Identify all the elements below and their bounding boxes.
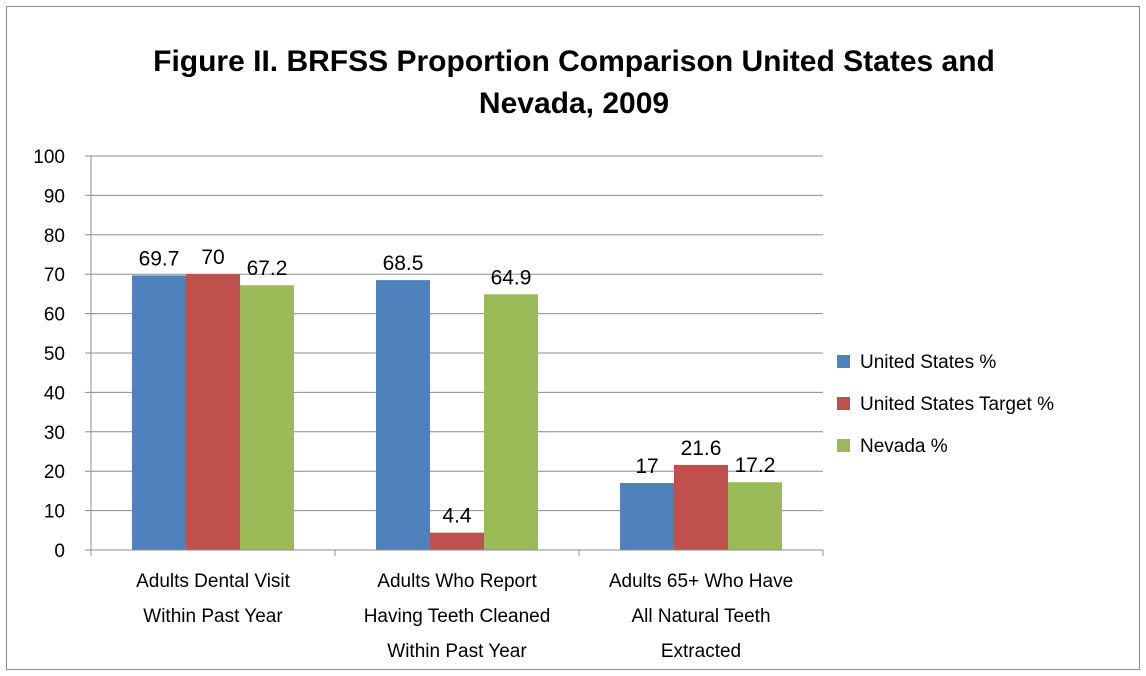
legend-swatch (837, 439, 850, 452)
data-label: 21.6 (681, 437, 722, 460)
category-label: Extracted (661, 641, 741, 662)
y-tick-label: 40 (44, 383, 65, 404)
category-label: Adults Dental Visit (136, 571, 291, 592)
bar (728, 482, 782, 550)
legend-label: United States Target % (860, 394, 1054, 415)
y-tick-label: 80 (44, 226, 65, 247)
bar (376, 280, 430, 550)
data-label: 68.5 (383, 252, 424, 275)
y-tick-label: 90 (44, 186, 65, 207)
data-label: 69.7 (139, 247, 180, 270)
data-labels: 69.7 68.5 17 70 4.4 21.6 67.2 64.9 17.2 (139, 246, 776, 527)
bar (186, 274, 240, 550)
legend: United States % United States Target % Nev… (837, 352, 1054, 457)
legend-swatch (837, 397, 850, 410)
axes (90, 156, 824, 556)
category-label: Within Past Year (387, 641, 527, 662)
bar (430, 532, 484, 550)
category-label: Adults Who Report (377, 571, 537, 592)
y-tick-label: 100 (33, 147, 65, 168)
y-tick-label: 70 (44, 265, 65, 286)
y-tick-label: 30 (44, 423, 65, 444)
data-label: 17.2 (735, 454, 776, 477)
chart-area: Figure II. BRFSS Proportion Comparison U… (6, 6, 1140, 670)
y-axis-ticks: 0 10 20 30 40 50 60 70 80 90 100 (33, 147, 91, 562)
bar (240, 285, 294, 550)
legend-label: United States % (860, 352, 996, 373)
y-tick-label: 60 (44, 305, 65, 326)
x-axis-categories: Adults Dental Visit Within Past Year Adult… (136, 571, 793, 662)
data-label: 64.9 (491, 266, 532, 289)
bars (132, 274, 782, 550)
y-tick-label: 10 (44, 502, 65, 523)
legend-label: Nevada % (860, 436, 948, 457)
y-tick-label: 0 (54, 541, 65, 562)
bar-chart: Figure II. BRFSS Proportion Comparison U… (33, 45, 1054, 662)
data-label: 4.4 (442, 505, 472, 528)
category-label: All Natural Teeth (631, 606, 770, 627)
y-tick-label: 20 (44, 462, 65, 483)
bar (620, 483, 674, 550)
chart-title: Figure II. BRFSS Proportion Comparison U… (153, 45, 995, 120)
legend-swatch (837, 355, 850, 368)
category-label: Within Past Year (143, 606, 283, 627)
bar (674, 464, 728, 550)
data-label: 67.2 (247, 257, 288, 280)
chart-title-line: Nevada, 2009 (479, 87, 669, 120)
bar (132, 275, 186, 550)
y-tick-label: 50 (44, 344, 65, 365)
category-label: Having Teeth Cleaned (364, 606, 551, 627)
data-label: 70 (201, 246, 224, 269)
chart-title-line: Figure II. BRFSS Proportion Comparison U… (153, 45, 995, 78)
category-label: Adults 65+ Who Have (609, 571, 793, 592)
data-label: 17 (635, 455, 658, 478)
bar (484, 294, 538, 550)
